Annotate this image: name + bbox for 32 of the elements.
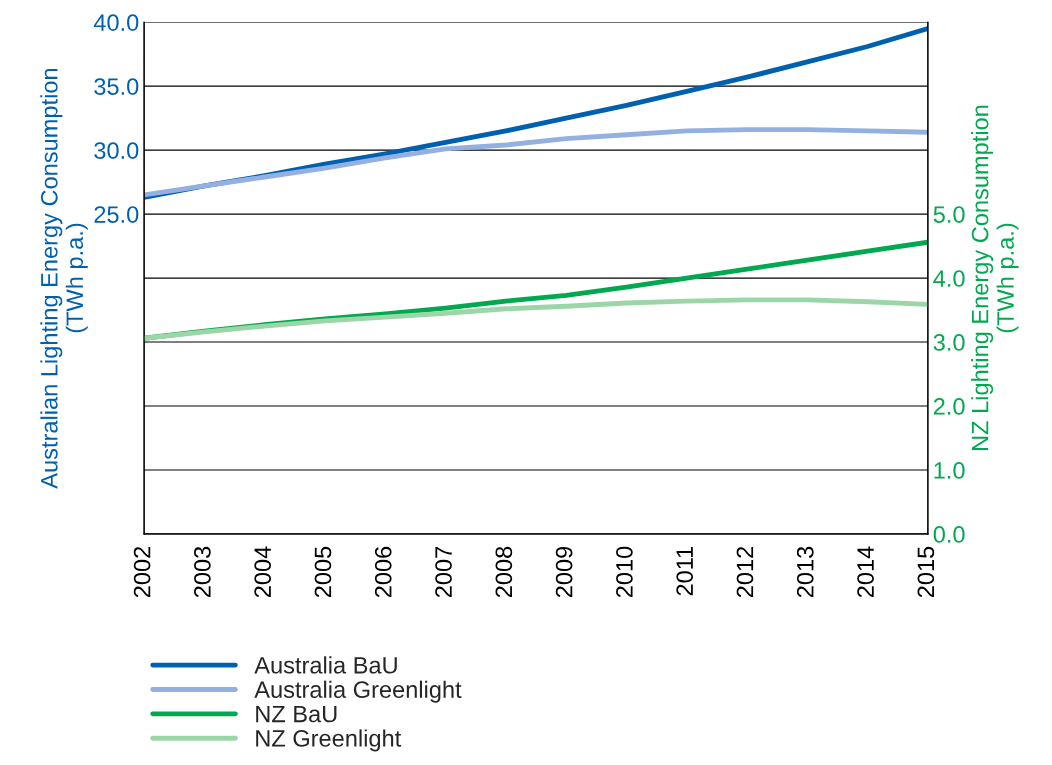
y-tick-label: 25.0: [94, 206, 139, 223]
legend-label: NZ Greenlight: [256, 729, 402, 752]
x-tick-label: 2014: [857, 546, 874, 598]
y2-axis-title: NZ Lighting Energy Consumption (TWh p.a.): [971, 105, 1019, 451]
y-axis-title: Australian Lighting Energy Consumption (TWh p.a.): [40, 68, 88, 489]
y2-tick-label: 5.0: [933, 206, 965, 223]
legend-label: Australia BaU: [254, 656, 397, 674]
y-tick-label: 30.0: [94, 142, 139, 159]
line-series: [144, 127, 928, 198]
x-tick-label: 2005: [314, 546, 332, 598]
x-tick-label: 2002: [133, 546, 151, 598]
x-tick-label: 2003: [194, 546, 211, 598]
legend-label: NZ BaU: [256, 705, 337, 723]
y2-tick-label: 2.0: [933, 398, 965, 415]
y-tick-label: 40.0: [93, 14, 139, 31]
y-tick-label: 35.0: [94, 78, 139, 95]
x-tick-label: 2006: [374, 546, 392, 598]
x-tick-label: 2007: [435, 546, 452, 598]
y2-tick-label: 0.0: [933, 526, 965, 543]
x-tick-label: 2010: [616, 546, 633, 598]
y2-tick-label: 4.0: [933, 270, 965, 287]
y2-tick-label: 3.0: [933, 334, 965, 351]
x-tick-label: 2012: [736, 546, 754, 598]
y2-tick-label: 1.0: [934, 462, 965, 479]
line-series: [144, 297, 928, 341]
x-tick-label: 2013: [796, 546, 814, 598]
x-tick-label: 2008: [495, 546, 513, 598]
x-tick-label: 2015: [917, 546, 935, 598]
x-tick-label: 2004: [254, 546, 272, 598]
legend-label: Australia Greenlight: [254, 680, 462, 703]
x-tick-label: 2009: [555, 546, 573, 598]
x-tick-label: 2011: [676, 546, 694, 596]
